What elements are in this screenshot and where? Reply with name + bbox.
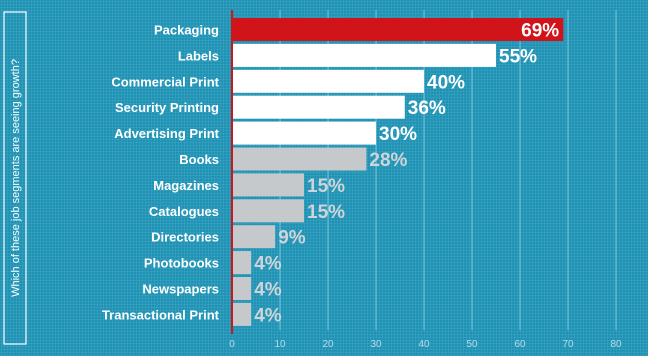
x-tick-label: 60 — [514, 339, 526, 350]
labels: Packaging 69% Labels 55% Commercial Print 40%… — [102, 21, 559, 327]
value-label: 4% — [254, 254, 282, 275]
category-label: Catalogues — [149, 204, 219, 219]
bar — [232, 121, 376, 145]
x-tick-label: 80 — [610, 339, 622, 350]
value-label: 4% — [254, 305, 282, 326]
bar — [232, 173, 304, 197]
value-label: 15% — [307, 176, 345, 197]
category-label: Books — [179, 152, 219, 167]
category-label: Labels — [178, 48, 219, 63]
category-label: Photobooks — [144, 256, 219, 271]
x-tick-label: 30 — [370, 339, 382, 350]
bar — [232, 95, 405, 119]
bar — [232, 225, 276, 249]
value-label: 15% — [307, 202, 345, 223]
bar — [232, 277, 252, 300]
x-tick-label: 10 — [274, 339, 286, 350]
bar — [232, 69, 424, 93]
x-ticks: 0 10 20 30 40 50 60 70 80 — [229, 339, 622, 350]
value-label: 55% — [499, 46, 537, 67]
side-label-frame — [3, 11, 27, 345]
x-tick-label: 20 — [322, 339, 334, 350]
bars — [232, 18, 564, 326]
bar — [232, 251, 252, 275]
category-label: Commercial Print — [111, 74, 219, 89]
value-label: 4% — [254, 280, 282, 301]
category-label: Magazines — [153, 178, 219, 193]
bar — [232, 302, 252, 326]
bar — [232, 18, 564, 41]
category-label: Directories — [151, 230, 219, 245]
side-label-group: Which of these job segments are seeing g… — [3, 11, 27, 345]
x-tick-label: 70 — [562, 339, 574, 350]
x-tick-label: 40 — [418, 339, 430, 350]
value-label: 28% — [369, 150, 407, 171]
category-label: Newspapers — [142, 282, 219, 297]
category-label: Packaging — [154, 23, 219, 38]
y-axis-title: Which of these job segments are seeing g… — [10, 59, 22, 297]
x-tick-label: 50 — [466, 339, 478, 350]
category-label: Security Printing — [115, 100, 219, 115]
bar — [232, 43, 496, 67]
category-label: Transactional Print — [102, 307, 220, 322]
value-label: 30% — [379, 124, 417, 145]
category-label: Advertising Print — [114, 126, 219, 141]
x-tick-label: 0 — [229, 339, 235, 350]
value-label: 9% — [278, 228, 306, 249]
bar — [232, 199, 304, 223]
value-label: 69% — [521, 21, 559, 42]
value-label: 40% — [427, 72, 465, 93]
bar — [232, 147, 367, 171]
value-label: 36% — [408, 98, 446, 119]
